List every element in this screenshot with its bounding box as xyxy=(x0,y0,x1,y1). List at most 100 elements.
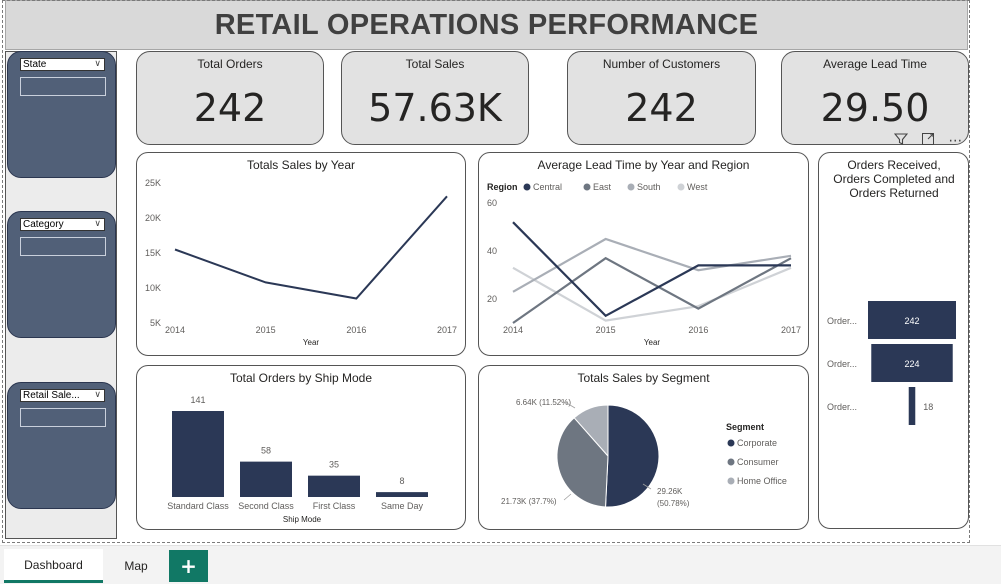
sales-by-year-chart: 5K 10K 15K 20K 25K 2014 2015 2016 2017 Year xyxy=(145,178,457,347)
pie-slice-corporate xyxy=(605,404,660,508)
x-tick-label: Second Class xyxy=(238,501,294,511)
more-options-icon[interactable]: ⋯ xyxy=(948,133,963,149)
legend-label: East xyxy=(593,182,612,192)
y-tick-label: 40 xyxy=(487,246,497,256)
x-tick-label: 2017 xyxy=(437,325,457,335)
pie-slice-consumer xyxy=(556,417,609,508)
plus-icon: + xyxy=(180,554,197,578)
x-axis-label: Year xyxy=(303,338,320,347)
legend-label: Consumer xyxy=(737,457,779,467)
funnel-value-label: 242 xyxy=(904,316,919,326)
x-tick-label: 2016 xyxy=(688,325,708,335)
x-tick-label: First Class xyxy=(313,501,356,511)
x-tick-label: 2015 xyxy=(256,325,276,335)
lead-time-visual[interactable]: Average Lead Time by Year and Region 20 4… xyxy=(478,152,809,356)
funnel-category-label: Order... xyxy=(827,316,857,326)
x-tick-label: 2017 xyxy=(781,325,801,335)
ship-mode-bar xyxy=(172,411,224,497)
y-tick-label: 5K xyxy=(150,318,161,328)
y-tick-label: 20 xyxy=(487,294,497,304)
y-tick-label: 10K xyxy=(145,283,161,293)
leader-line xyxy=(564,401,576,409)
category-slicer[interactable]: Category ∨ xyxy=(7,211,116,338)
bar-value-label: 8 xyxy=(399,476,404,486)
tab-dashboard[interactable]: Dashboard xyxy=(4,549,103,583)
chevron-down-icon: ∨ xyxy=(94,389,101,399)
legend-label: Corporate xyxy=(737,438,777,448)
pie-data-label: (50.78%) xyxy=(657,499,690,508)
lead-time-chart: 20 40 60 2014 2015 2016 2017 Year Region Central E… xyxy=(487,182,801,347)
funnel-value-label: 18 xyxy=(923,402,933,412)
tab-map[interactable]: Map xyxy=(124,559,148,573)
add-page-button[interactable]: + xyxy=(169,550,208,582)
x-tick-label: Same Day xyxy=(381,501,424,511)
retail-sales-search-box[interactable] xyxy=(20,408,106,427)
leader-line xyxy=(642,483,652,490)
y-tick-label: 20K xyxy=(145,213,161,223)
sales-by-year-visual[interactable]: Totals Sales by Year 5K 10K 15K 20K 25K 2014 2… xyxy=(136,152,466,356)
average-lead-time-card[interactable]: Average Lead Time 29.50 xyxy=(781,51,969,145)
total-orders-card[interactable]: Total Orders 242 xyxy=(136,51,324,145)
legend-title: Segment xyxy=(726,422,764,432)
funnel-category-label: Order... xyxy=(827,402,857,412)
sales-line xyxy=(174,195,448,300)
chart-title: Total Orders by Ship Mode xyxy=(229,371,373,385)
orders-by-ship-mode-visual[interactable]: Total Orders by Ship Mode 141 Standard Cl… xyxy=(136,365,466,530)
page-tabs-bar: Dashboard Map + xyxy=(0,545,1001,584)
category-search-box[interactable] xyxy=(20,237,106,256)
legend-label: Home Office xyxy=(737,476,787,486)
funnel-bar xyxy=(908,387,916,425)
orders-by-ship-mode-chart: 141 Standard Class 58 Second Class 35 First C… xyxy=(167,395,428,524)
sales-by-segment-visual[interactable]: Totals Sales by Segment 29.26K (50.78%) 21… xyxy=(478,365,809,530)
pie-slice-home-office xyxy=(573,404,609,458)
visual-header: ⋯ xyxy=(887,130,969,152)
chevron-down-icon: ∨ xyxy=(94,218,101,228)
report-title-banner: RETAIL OPERATIONS PERFORMANCE xyxy=(5,0,968,50)
legend-title: Region xyxy=(487,182,518,192)
legend-label: West xyxy=(687,182,708,192)
pie-data-label: 21.73K (37.7%) xyxy=(501,497,557,506)
legend-marker xyxy=(727,458,735,466)
number-of-customers-card[interactable]: Number of Customers 242 xyxy=(567,51,756,145)
state-dropdown[interactable]: State ∨ xyxy=(20,58,105,71)
category-dropdown[interactable]: Category ∨ xyxy=(20,218,105,231)
legend-marker xyxy=(727,477,735,485)
legend-marker xyxy=(627,183,635,191)
legend-marker xyxy=(727,439,735,447)
lead-time-line-central xyxy=(512,221,791,318)
ship-mode-bar xyxy=(240,461,292,497)
chart-title-line: Orders Received, xyxy=(847,158,940,172)
chart-title: Average Lead Time by Year and Region xyxy=(537,158,750,172)
x-tick-label: 2014 xyxy=(503,325,523,335)
retail-sales-dropdown[interactable]: Retail Sale... ∨ xyxy=(20,389,105,402)
bar-value-label: 35 xyxy=(329,460,339,470)
leader-line xyxy=(563,493,572,501)
focus-mode-icon[interactable] xyxy=(918,132,938,150)
legend-marker xyxy=(677,183,685,191)
y-tick-label: 15K xyxy=(145,248,161,258)
orders-funnel-visual[interactable]: Orders Received, Orders Completed and Orde… xyxy=(818,152,969,529)
ship-mode-bar xyxy=(308,475,360,497)
funnel-bar xyxy=(871,344,953,382)
bar-value-label: 58 xyxy=(261,446,271,456)
funnel-category-label: Order... xyxy=(827,359,857,369)
filter-icon[interactable] xyxy=(891,132,911,150)
x-tick-label: 2014 xyxy=(165,325,185,335)
vertical-scrollbar[interactable] xyxy=(985,0,1001,545)
bar-value-label: 141 xyxy=(190,395,205,405)
report-canvas: RETAIL OPERATIONS PERFORMANCE State ∨ Cat… xyxy=(2,0,970,543)
x-tick-label: 2015 xyxy=(596,325,616,335)
chevron-down-icon: ∨ xyxy=(94,58,101,68)
lead-time-line-east xyxy=(512,256,792,324)
state-slicer[interactable]: State ∨ xyxy=(7,51,116,178)
x-tick-label: Standard Class xyxy=(167,501,229,511)
total-sales-card[interactable]: Total Sales 57.63K xyxy=(341,51,529,145)
state-search-box[interactable] xyxy=(20,77,106,96)
legend-label: South xyxy=(637,182,661,192)
retail-sales-slicer[interactable]: Retail Sale... ∨ xyxy=(7,382,116,509)
chart-title: Totals Sales by Segment xyxy=(577,371,710,385)
ship-mode-bar xyxy=(376,492,428,497)
pie-data-label: 6.64K (11.52%) xyxy=(516,398,571,407)
y-tick-label: 25K xyxy=(145,178,161,188)
x-tick-label: 2016 xyxy=(346,325,366,335)
